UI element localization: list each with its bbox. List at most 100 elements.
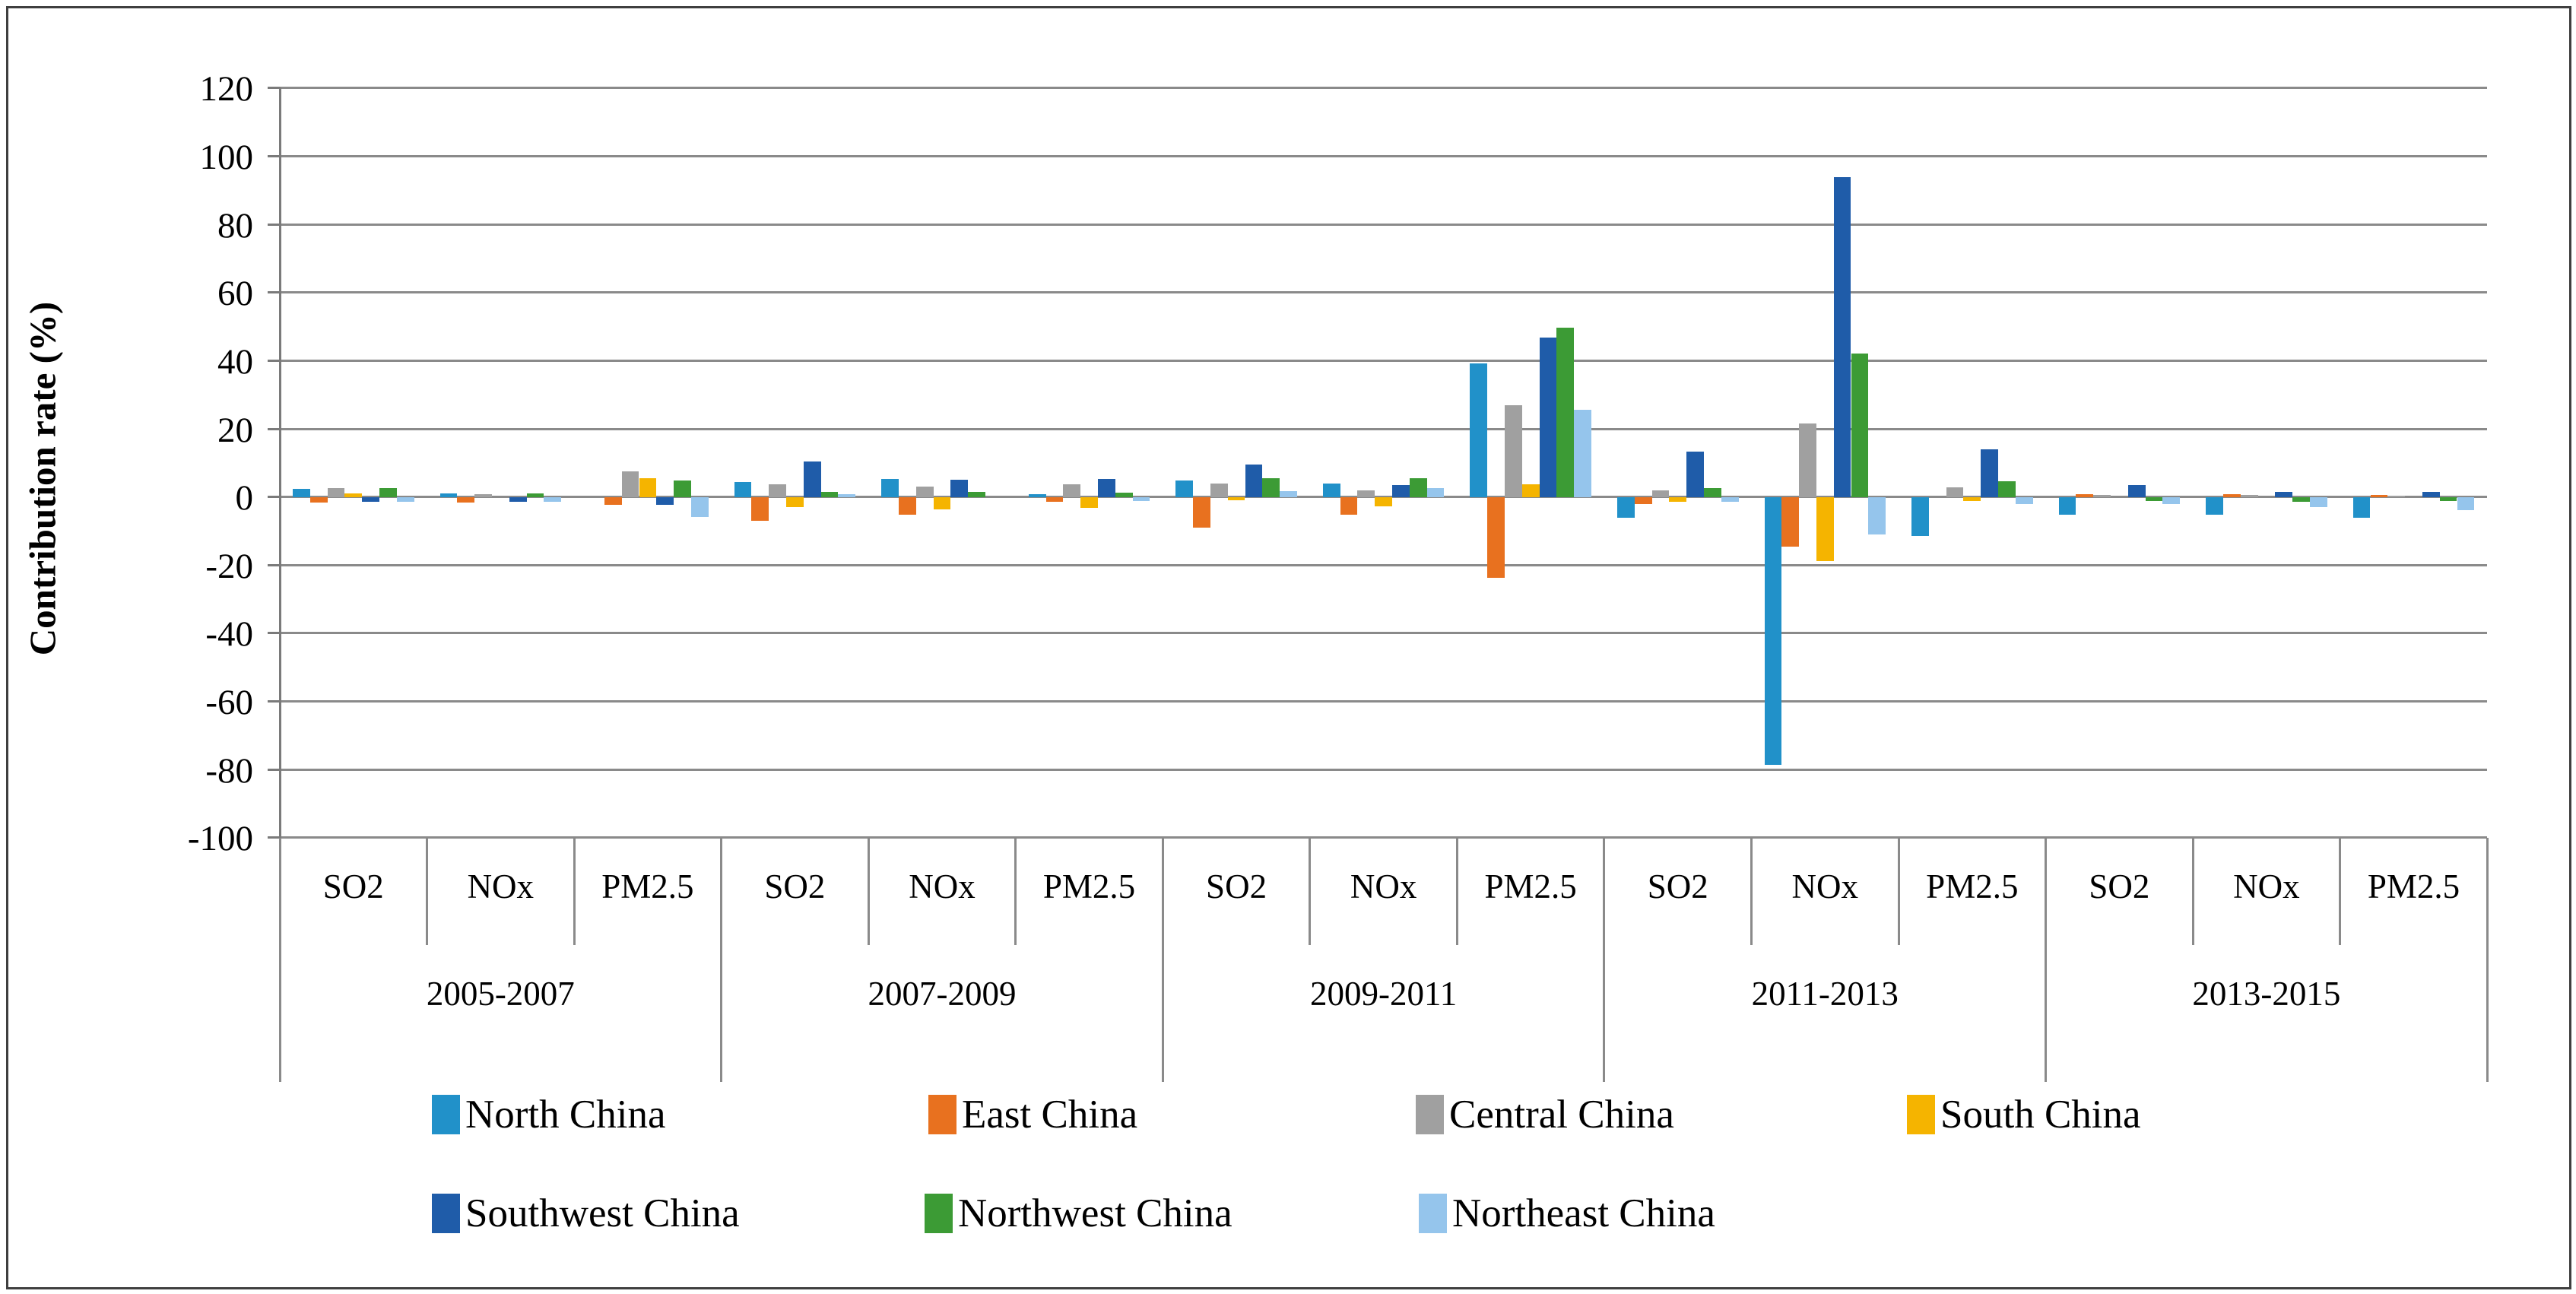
pollutant-label: SO2 [2089,867,2150,905]
y-tick-label: -60 [205,683,253,723]
bar [1426,487,1445,497]
gridline [280,836,2488,839]
bar [1669,496,1687,502]
bar [933,496,951,509]
bar [2206,496,2223,515]
gridline [280,700,2488,703]
bar [293,488,310,497]
bar [509,496,527,502]
bar [1539,338,1557,497]
bar [803,461,821,497]
legend-item: East China [928,1092,1137,1137]
y-tick-label: -40 [205,614,253,655]
bar [396,496,414,502]
y-axis-tick [268,632,280,635]
y-tick-label: -100 [187,819,253,859]
bar [1080,496,1098,508]
period-separator [2045,837,2048,1082]
pollutant-separator [1750,837,1753,945]
bar [1210,483,1228,497]
y-axis-line [278,87,281,839]
bar [690,496,709,517]
bar [1556,327,1575,497]
pollutant-label: SO2 [1206,867,1267,905]
legend-item: North China [432,1092,666,1137]
gridline [280,563,2488,566]
gridline [280,427,2488,430]
period-label: 2013-2015 [2192,975,2341,1013]
pollutant-separator [573,837,576,945]
y-axis-tick [268,87,280,90]
pollutant-label: SO2 [322,867,384,905]
bar [1703,488,1721,497]
bar [2275,491,2293,497]
bar [656,496,674,505]
pollutant-separator [1897,837,1900,945]
legend-swatch [1907,1095,1935,1134]
bar [786,496,804,508]
bar [1375,496,1393,506]
legend-item: Southwest China [432,1191,740,1236]
legend-label: Northeast China [1452,1191,1715,1235]
bar [1721,496,1739,502]
bar [639,477,657,497]
bar [474,493,492,497]
bar [820,491,839,497]
y-tick-label: -80 [205,750,253,791]
bar [2015,496,2033,504]
period-label: 2011-2013 [1751,975,1899,1013]
bar [2370,494,2388,497]
legend-swatch [432,1095,460,1134]
bar [1963,496,1981,501]
bar [2145,496,2163,501]
y-axis-tick [268,563,280,566]
bar [1063,484,1081,497]
y-tick-label: 0 [235,478,254,519]
period-label: 2005-2007 [426,975,575,1013]
bar [674,480,691,497]
bar [1946,487,1964,497]
bar [2127,484,2146,497]
bar [968,491,985,497]
pollutant-label: NOx [467,867,535,905]
bar [2309,496,2327,508]
bar [344,493,363,497]
gridline [280,359,2488,362]
bar [327,488,345,497]
legend-swatch [1419,1194,1447,1233]
y-axis-tick [268,291,280,294]
bar [1911,496,1929,536]
gridline [280,768,2488,771]
legend-item: Northeast China [1419,1191,1715,1236]
bar [1470,363,1488,497]
period-label: 2007-2009 [868,975,1017,1013]
pollutant-label: SO2 [764,867,826,905]
bar [1097,478,1115,497]
bar [950,479,969,497]
bar [1781,496,1800,547]
bar [1833,177,1851,497]
bar [1851,353,1869,497]
y-axis-tick [268,768,280,771]
period-label: 2009-2011 [1309,975,1458,1013]
bar [881,478,899,497]
pollutant-label: PM2.5 [1042,867,1136,905]
bar [1280,490,1297,497]
y-axis-title: Contribution rate (%) [21,301,64,656]
bar [2093,494,2111,497]
gridline [280,155,2488,157]
pollutant-label: PM2.5 [2367,867,2460,905]
bar [1521,484,1540,497]
pollutant-label: NOx [909,867,976,905]
bar [362,496,379,502]
bar [2439,496,2457,501]
period-separator [1161,837,1164,1082]
y-axis-tick [268,155,280,157]
bar [2076,493,2094,497]
legend-swatch [925,1194,953,1233]
figure-border: 120 100 80 60 40 20 0 -20 -40 -60 -80 -100 SO2 NOx PM2… [6,6,2571,1289]
pollutant-separator [2191,837,2194,945]
bar [1132,496,1150,501]
period-separator [278,837,281,1082]
bar [1998,480,2016,497]
